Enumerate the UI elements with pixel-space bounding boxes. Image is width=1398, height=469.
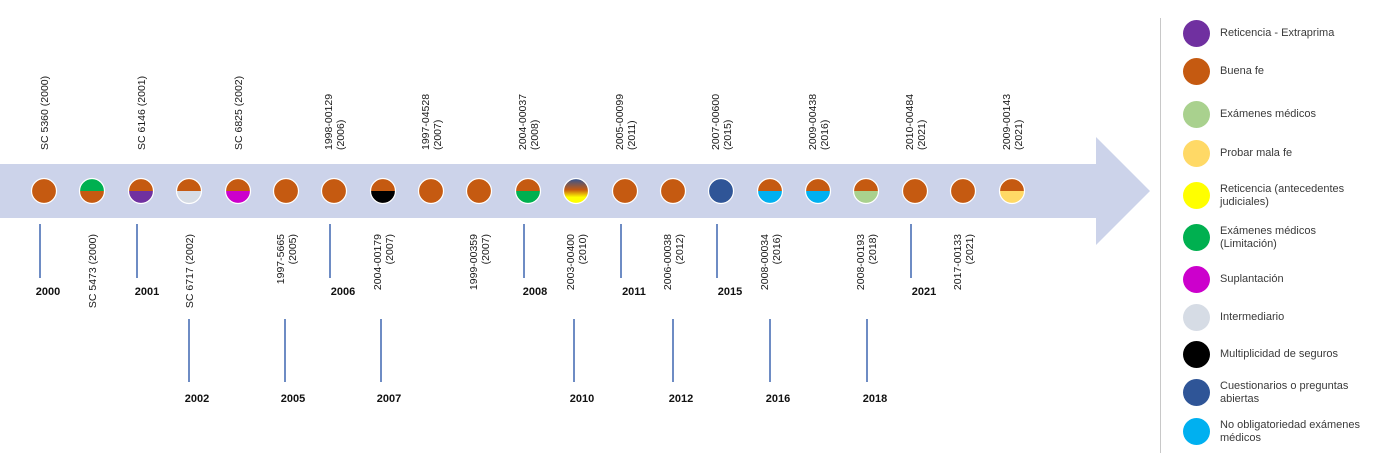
legend-item: Multiplicidad de seguros [1183,341,1368,368]
legend-label: No obligatoriedad exámenes médicos [1220,418,1361,444]
ruling-circle [514,177,542,205]
legend-item: Buena fe [1183,58,1368,85]
top-case-label-case-2009-00143: 2009-00143(2021) [1001,94,1025,150]
ruling-circle [224,177,252,205]
top-case-label-case-sc6825: SC 6825 (2002) [233,76,245,150]
bottom-case-label-case-2006-00038: 2006-00038(2012) [662,234,686,290]
yellow-circle-icon [1183,182,1210,209]
year-label-2002: 2002 [185,393,209,405]
legend: Reticencia - Extraprima Buena fe Exámenes … [1160,18,1397,453]
year-label-2000: 2000 [36,286,60,298]
legend-item: Reticencia (antecedentes judiciales) [1183,182,1368,209]
bottom-case-label-case-sc5473: SC 5473 (2000) [87,234,99,308]
year-label-2001: 2001 [135,286,159,298]
year-label-2016: 2016 [766,393,790,405]
bottom-case-label-case-2004-00179: 2004-00179(2007) [372,234,396,290]
legend-label: Multiplicidad de seguros [1220,348,1339,360]
ruling-circle [756,177,784,205]
light-gray-circle-icon [1183,304,1210,331]
bottom-case-label-case-1997-5665: 1997-5665(2005) [275,234,299,284]
ruling-circle [949,177,977,205]
purple-circle-icon [1183,20,1210,47]
year-label-2006: 2006 [331,286,355,298]
bottom-case-label-case-1999-00359: 1999-00359(2007) [468,234,492,290]
legend-item: Suplantación [1183,266,1368,293]
top-case-label-case-1997-04528: 1997-04528(2007) [420,94,444,150]
ruling-circle [707,177,735,205]
green-circle-icon [1183,224,1210,251]
year-label-2015: 2015 [718,286,742,298]
bottom-case-label-case-2008-00034: 2008-00034(2016) [759,234,783,290]
legend-item: Intermediario [1183,304,1368,331]
legend-label: Intermediario [1220,311,1285,323]
year-label-2008: 2008 [523,286,547,298]
ruling-circle [417,177,445,205]
dark-blue-circle-icon [1183,379,1210,406]
year-label-2021: 2021 [912,286,936,298]
legend-label: Exámenes médicos (Limitación) [1220,224,1316,250]
legend-item: No obligatoriedad exámenes médicos [1183,418,1368,445]
year-label-2007: 2007 [377,393,401,405]
year-label-2012: 2012 [669,393,693,405]
ruling-circle [659,177,687,205]
legend-item: Exámenes médicos [1183,101,1368,128]
ruling-circle [127,177,155,205]
year-label-2005: 2005 [281,393,305,405]
year-label-2010: 2010 [570,393,594,405]
top-case-label-case-2007-00600: 2007-00600(2015) [710,94,734,150]
top-case-label-case-2010-00484: 2010-00484(2021) [904,94,928,150]
ruling-circle [804,177,832,205]
ruling-circle [175,177,203,205]
ruling-circle [465,177,493,205]
top-case-label-case-sc6146: SC 6146 (2001) [136,76,148,150]
orange-circle-icon [1183,58,1210,85]
legend-label: Reticencia (antecedentes judiciales) [1220,182,1345,208]
legend-label: Reticencia - Extraprima [1220,27,1335,39]
ruling-circle [320,177,348,205]
legend-label: Exámenes médicos [1220,108,1316,120]
legend-label: Suplantación [1220,273,1284,285]
year-label-2011: 2011 [622,286,646,298]
top-case-label-case-2009-00438: 2009-00438(2016) [807,94,831,150]
ruling-circle [369,177,397,205]
cyan-circle-icon [1183,418,1210,445]
light-yellow-circle-icon [1183,140,1210,167]
bottom-case-label-case-2003-00400: 2003-00400(2010) [565,234,589,290]
ruling-circle [272,177,300,205]
ruling-circle [901,177,929,205]
ruling-circle [998,177,1026,205]
black-circle-icon [1183,341,1210,368]
light-green-circle-icon [1183,101,1210,128]
timeline-diagram: SC 5360 (2000) SC 6146 (2001) SC 6825 (200… [0,76,1150,405]
legend-item: Reticencia - Extraprima [1183,20,1368,47]
top-case-label-case-sc5360: SC 5360 (2000) [39,76,51,150]
bottom-case-label-case-2008-00193: 2008-00193(2018) [855,234,879,290]
legend-label: Probar mala fe [1220,147,1293,159]
year-label-2018: 2018 [863,393,887,405]
ruling-circle [611,177,639,205]
magenta-circle-icon [1183,266,1210,293]
legend-item: Cuestionarios o preguntas abiertas [1183,379,1368,406]
top-case-label-case-2005-00099: 2005-00099(2011) [614,94,638,150]
ruling-circle [852,177,880,205]
ruling-circle [562,177,590,205]
legend-item: Probar mala fe [1183,140,1368,167]
top-case-label-case-2004-00037: 2004-00037(2008) [517,94,541,150]
ruling-circle [30,177,58,205]
legend-item: Exámenes médicos (Limitación) [1183,224,1368,251]
legend-label: Cuestionarios o preguntas abiertas [1220,379,1349,405]
ruling-circle [78,177,106,205]
bottom-case-label-case-2017-00133: 2017-00133(2021) [952,234,976,290]
top-case-label-case-1998-00129: 1998-00129(2006) [323,94,347,150]
legend-label: Buena fe [1220,65,1265,77]
bottom-case-label-case-sc6717: SC 6717 (2002) [184,234,196,308]
